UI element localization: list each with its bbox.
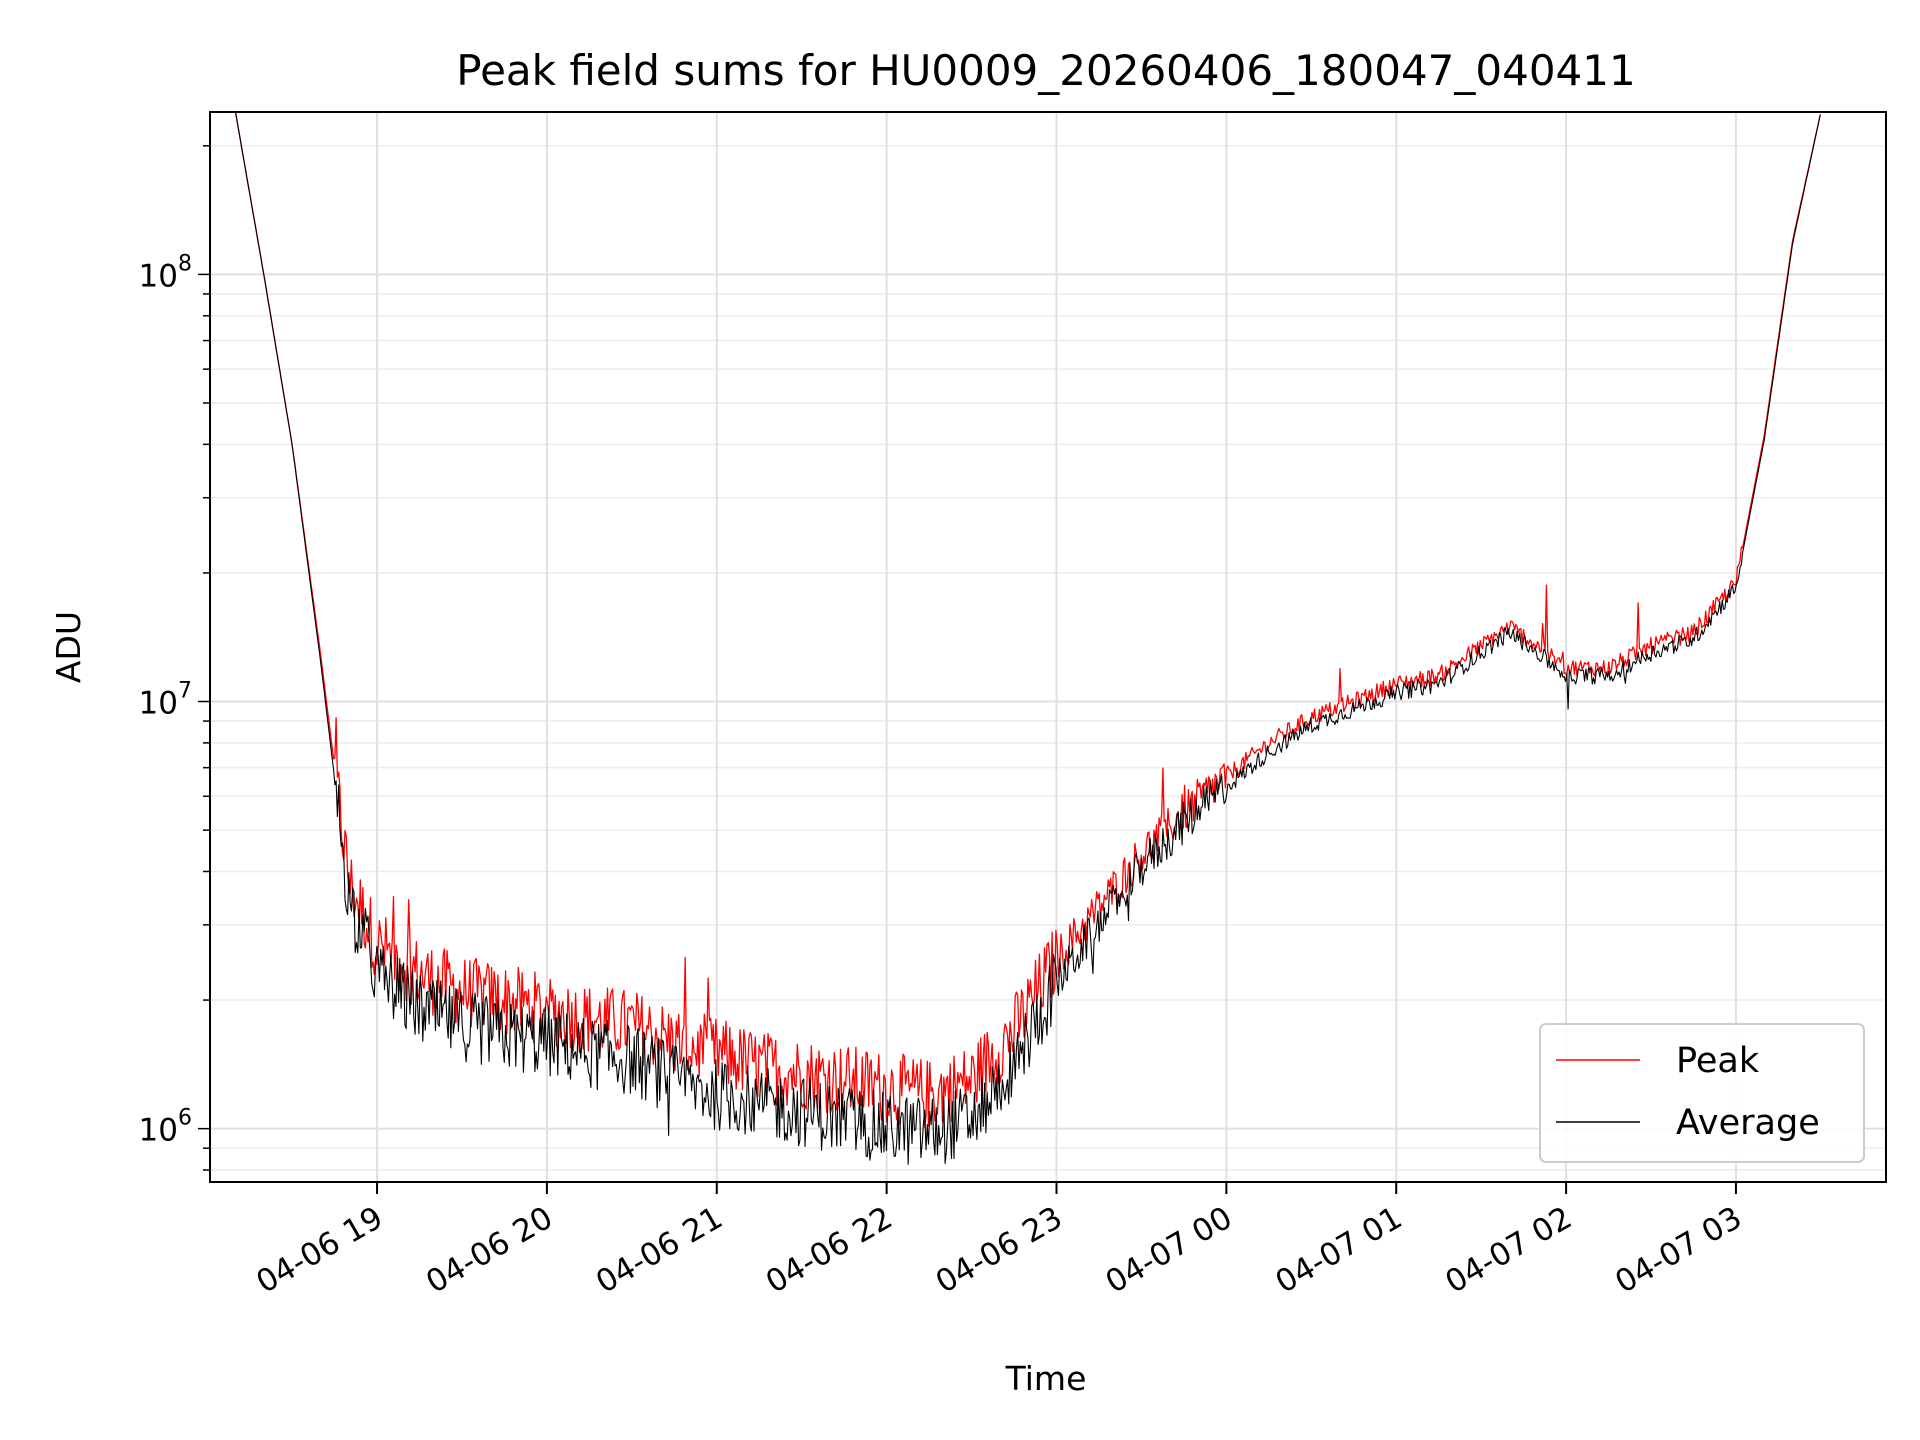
series-line-average [234, 111, 1821, 1165]
y-tick-label: 108 [139, 251, 192, 294]
y-axis: 106 107 108 [139, 145, 210, 1171]
plot-frame [209, 111, 1887, 1183]
y-axis-title: ADU [49, 611, 88, 683]
x-axis-title: Time [1005, 1359, 1087, 1398]
legend: Peak Average [1539, 1023, 1865, 1163]
grid [210, 112, 1886, 1182]
legend-average-label: Average [1676, 1103, 1820, 1143]
series-layer [234, 111, 1821, 1165]
y-tick-label: 107 [139, 679, 192, 722]
chart-title: Peak field sums for HU0009_20260406_1800… [456, 46, 1635, 95]
y-tick-label: 106 [139, 1106, 192, 1149]
legend-peak-label: Peak [1676, 1041, 1760, 1081]
legend-box [1539, 1023, 1865, 1163]
